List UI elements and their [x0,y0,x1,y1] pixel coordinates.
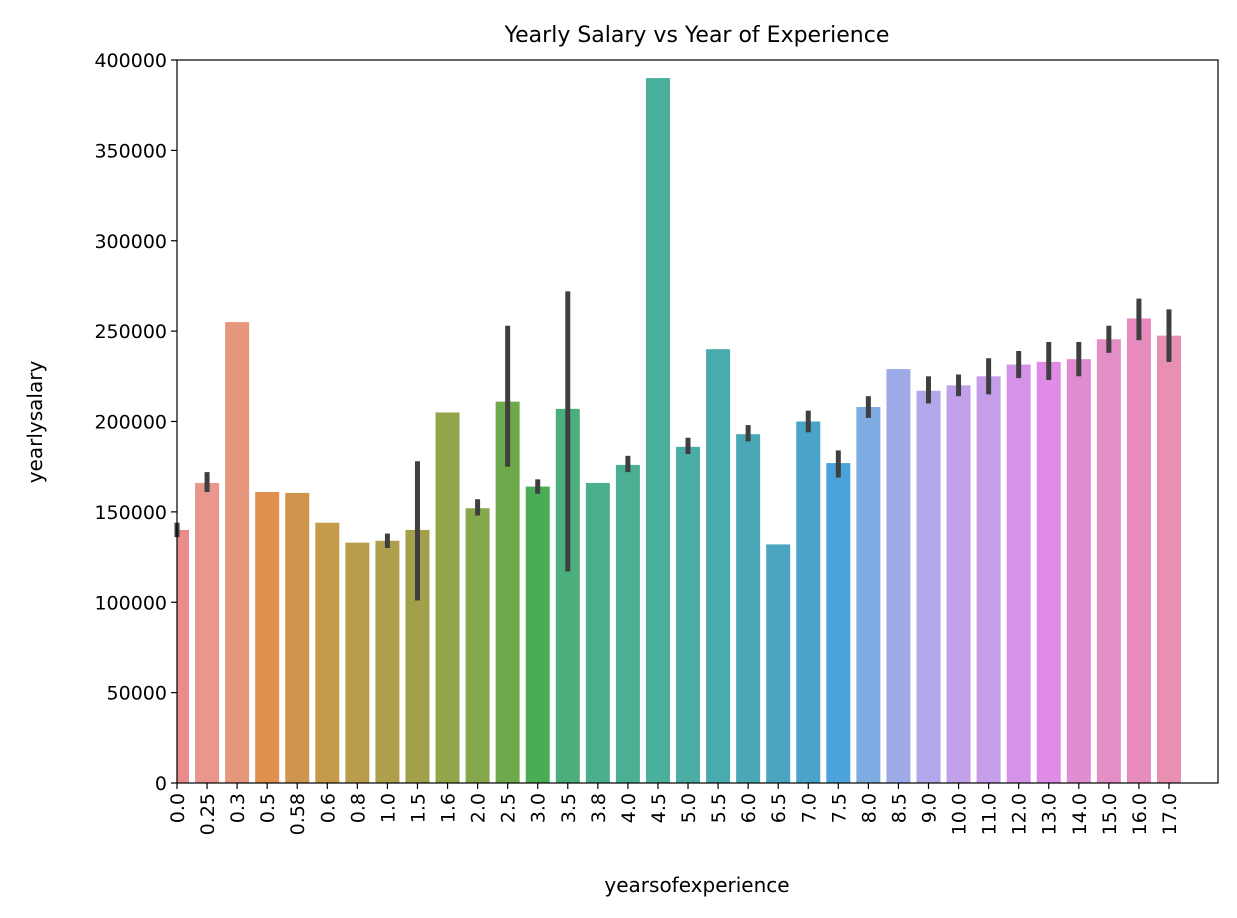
y-tick-label: 400000 [94,50,167,72]
x-tick-label: 10.0 [949,793,971,835]
x-tick-label: 5.5 [708,793,730,823]
bar-16.0 [1126,318,1151,783]
x-tick-label: 7.0 [798,793,820,823]
x-tick-label: 9.0 [919,793,941,823]
x-tick-label: 5.0 [678,793,700,823]
x-tick-label: 6.5 [768,793,790,823]
bar-0.58 [285,492,310,783]
bar-6.0 [736,434,761,783]
y-tick-label: 150000 [94,502,167,524]
bar-7.5 [826,463,851,783]
x-tick-label: 12.0 [1009,793,1031,835]
x-tick-label: 8.5 [888,793,910,823]
bar-3.0 [525,486,550,783]
y-tick-label: 350000 [94,140,167,162]
x-tick-label: 0.5 [257,793,279,823]
bar-2.0 [465,508,490,783]
y-axis-label: yearlysalary [23,361,47,484]
bar-4.0 [615,464,640,783]
bar-8.5 [886,369,911,783]
x-tick-label: 3.8 [588,793,610,823]
bar-0.8 [345,542,370,783]
x-tick-label: 0.58 [287,793,309,835]
x-axis-label: yearsofexperience [604,873,789,897]
bar-0.5 [255,491,280,783]
y-tick-label: 50000 [107,683,167,705]
bar-14.0 [1066,359,1091,783]
bar-0.3 [225,322,250,783]
bar-0.0 [177,529,189,783]
y-tick-label: 300000 [94,231,167,253]
x-tick-label: 7.5 [828,793,850,823]
y-tick-label: 250000 [94,321,167,343]
bar-17.0 [1156,335,1181,783]
x-tick-label: 11.0 [979,793,1001,835]
x-tick-label: 15.0 [1099,793,1121,835]
x-tick-label: 1.5 [407,793,429,823]
bar-5.0 [676,446,701,783]
x-tick-label: 8.0 [858,793,880,823]
x-tick-label: 6.0 [738,793,760,823]
bar-12.0 [1006,364,1031,783]
x-tick-label: 0.8 [347,793,369,823]
bar-8.0 [856,407,881,783]
x-tick-label: 2.0 [468,793,490,823]
bar-0.25 [195,482,220,783]
x-tick-label: 1.6 [438,793,460,823]
x-tick-label: 0.3 [227,793,249,823]
x-tick-label: 16.0 [1129,793,1151,835]
bar-5.5 [706,349,731,783]
bar-6.5 [766,544,791,783]
bar-0.6 [315,522,340,783]
x-tick-label: 4.5 [648,793,670,823]
x-tick-label: 13.0 [1039,793,1061,835]
x-tick-label: 0.6 [317,793,339,823]
chart-title: Yearly Salary vs Year of Experience [504,23,890,48]
bar-3.8 [585,482,610,783]
bar-4.5 [645,78,670,783]
x-axis-ticks: 0.0 0.25 0.3 0.5 0.58 0.6 0.8 1.0 1.5 1.6 2.0 2.5 3.… [167,783,1181,835]
x-tick-label: 17.0 [1159,793,1181,835]
bar-1.6 [435,412,460,783]
y-tick-label: 200000 [94,412,167,434]
x-tick-label: 1.0 [377,793,399,823]
bar-10.0 [946,385,971,783]
bar-7.0 [796,421,821,783]
bar-1.0 [375,540,400,783]
bar-13.0 [1036,361,1061,783]
bar-9.0 [916,390,941,783]
y-tick-label: 100000 [94,592,167,614]
y-tick-label: 0 [155,773,167,795]
x-tick-label: 14.0 [1069,793,1091,835]
x-tick-label: 3.0 [528,793,550,823]
x-tick-label: 3.5 [558,793,580,823]
x-tick-label: 0.0 [167,793,189,823]
x-tick-label: 4.0 [618,793,640,823]
x-tick-label: 2.5 [498,793,520,823]
bar-15.0 [1096,339,1121,783]
y-axis-ticks: 0 50000 100000 150000 200000 250000 300000 3500… [94,50,177,795]
bars-group [177,78,1181,783]
x-tick-label: 0.25 [197,793,219,835]
bar-11.0 [976,376,1001,783]
